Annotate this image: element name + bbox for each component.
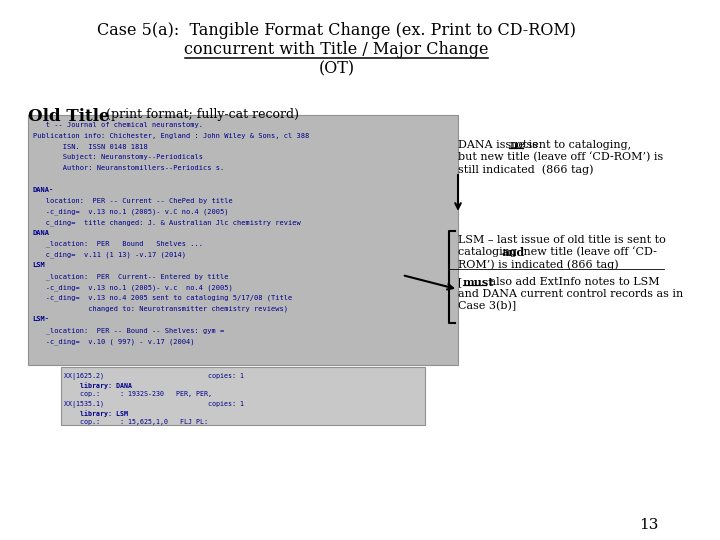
Text: LSM-: LSM- bbox=[32, 316, 50, 322]
FancyBboxPatch shape bbox=[28, 115, 458, 365]
Text: LSM: LSM bbox=[32, 262, 45, 268]
Text: -c_ding=  v.13 no.4 2005 sent to cataloging 5/17/08 (Title: -c_ding= v.13 no.4 2005 sent to catalogi… bbox=[32, 295, 292, 301]
Text: 13: 13 bbox=[639, 518, 659, 532]
Text: library: DANA: library: DANA bbox=[65, 382, 132, 389]
Text: t -- Journal of chemical neuranstomy.: t -- Journal of chemical neuranstomy. bbox=[32, 122, 203, 128]
Text: Case 5(a):  Tangible Format Change (ex. Print to CD-ROM): Case 5(a): Tangible Format Change (ex. P… bbox=[97, 22, 576, 39]
Text: cop.:     : 1932S-230   PER, PER,: cop.: : 1932S-230 PER, PER, bbox=[65, 392, 212, 397]
Text: and DANA current control records as in: and DANA current control records as in bbox=[458, 289, 683, 299]
Text: library: LSM: library: LSM bbox=[65, 410, 128, 417]
Text: not: not bbox=[510, 140, 528, 150]
Text: concurrent with Title / Major Change: concurrent with Title / Major Change bbox=[184, 41, 489, 58]
Text: and: and bbox=[502, 247, 525, 258]
Text: Subject: Neuranstomy--Periodicals: Subject: Neuranstomy--Periodicals bbox=[32, 154, 203, 160]
Text: Publication info: Chichester, England : John Wiley & Sons, cl 388: Publication info: Chichester, England : … bbox=[32, 133, 309, 139]
Text: DANA issue is: DANA issue is bbox=[458, 140, 541, 150]
Text: still indicated  (866 tag): still indicated (866 tag) bbox=[458, 164, 593, 174]
Text: Case 3(b)]: Case 3(b)] bbox=[458, 301, 516, 312]
Text: -c_ding=  v.13 no.1 (2005)- v.c  no.4 (2005): -c_ding= v.13 no.1 (2005)- v.c no.4 (200… bbox=[32, 284, 233, 291]
Text: ROM’) is indicated (866 tag): ROM’) is indicated (866 tag) bbox=[458, 259, 618, 269]
Text: Author: Neuranstomillers--Periodics s.: Author: Neuranstomillers--Periodics s. bbox=[32, 165, 224, 171]
Text: Old Title: Old Title bbox=[28, 108, 109, 125]
Text: -c_ding=  v.13 no.1 (2005)- v.C no.4 (2005): -c_ding= v.13 no.1 (2005)- v.C no.4 (200… bbox=[32, 208, 228, 215]
Text: XX|1535.1)                          copies: 1: XX|1535.1) copies: 1 bbox=[65, 401, 245, 408]
Text: _location:  PER   Bound   Shelves ...: _location: PER Bound Shelves ... bbox=[32, 241, 203, 247]
Text: -c_ding=  v.10 ( 997) - v.17 (2004): -c_ding= v.10 ( 997) - v.17 (2004) bbox=[32, 338, 194, 345]
Text: sent to cataloging,: sent to cataloging, bbox=[523, 140, 631, 150]
Text: location:  PER -- Current -- ChePed by title: location: PER -- Current -- ChePed by ti… bbox=[32, 198, 233, 204]
Text: new title (leave off ‘CD-: new title (leave off ‘CD- bbox=[520, 247, 657, 258]
Text: cataloging: cataloging bbox=[458, 247, 521, 257]
Text: [: [ bbox=[458, 277, 462, 287]
FancyBboxPatch shape bbox=[60, 367, 426, 425]
Text: cop.:     : 15,625,1,0   FLJ PL:: cop.: : 15,625,1,0 FLJ PL: bbox=[65, 419, 209, 425]
Text: ISN.  ISSN 0148 1818: ISN. ISSN 0148 1818 bbox=[32, 144, 148, 150]
Text: DANA: DANA bbox=[32, 230, 50, 236]
Text: also add ExtInfo notes to LSM: also add ExtInfo notes to LSM bbox=[486, 277, 660, 287]
Text: changed to: Neurotransmitter chemistry reviews): changed to: Neurotransmitter chemistry r… bbox=[32, 306, 288, 312]
Text: (print format; fully-cat record): (print format; fully-cat record) bbox=[102, 108, 299, 121]
Text: (OT): (OT) bbox=[318, 60, 354, 77]
Text: but new title (leave off ‘CD-ROM’) is: but new title (leave off ‘CD-ROM’) is bbox=[458, 152, 663, 163]
Text: c_ding=  title changed: J. & Australian Jlc chemistry review: c_ding= title changed: J. & Australian J… bbox=[32, 219, 300, 226]
Text: XX|1625.2)                          copies: 1: XX|1625.2) copies: 1 bbox=[65, 373, 245, 380]
Text: LSM – last issue of old title is sent to: LSM – last issue of old title is sent to bbox=[458, 235, 666, 245]
Text: DANA-: DANA- bbox=[32, 187, 54, 193]
Text: c_ding=  v.11 (1 13) -v.17 (2014): c_ding= v.11 (1 13) -v.17 (2014) bbox=[32, 252, 186, 258]
Text: must: must bbox=[463, 277, 494, 288]
Text: _location:  PER -- Bound -- Shelves: gym =: _location: PER -- Bound -- Shelves: gym … bbox=[32, 327, 224, 334]
Text: _location:  PER  Current-- Entered by title: _location: PER Current-- Entered by titl… bbox=[32, 273, 228, 280]
